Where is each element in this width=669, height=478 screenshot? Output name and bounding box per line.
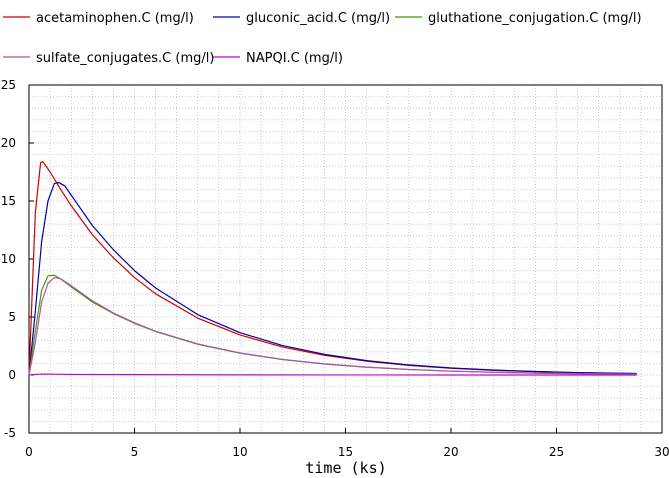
x-tick-label: 10	[232, 445, 247, 459]
legend-label-3: sulfate_conjugates.C (mg/l)	[36, 51, 214, 66]
series-line-3	[28, 276, 637, 376]
x-tick-label: 0	[25, 445, 33, 459]
series-line-4	[28, 373, 637, 376]
legend: acetaminophen.C (mg/l) gluconic_acid.C (m…	[3, 11, 642, 66]
y-tick-label: 25	[1, 78, 16, 92]
legend-label-0: acetaminophen.C (mg/l)	[36, 11, 194, 26]
grid	[29, 85, 662, 433]
legend-label-1: gluconic_acid.C (mg/l)	[246, 11, 390, 26]
series-lines	[28, 160, 637, 376]
x-tick-label: 5	[131, 445, 139, 459]
axis-ticks: 0 5 10 15 20 25 30 -5 0 5 10 15 20 25	[1, 78, 669, 459]
x-tick-label: 25	[549, 445, 564, 459]
x-axis-title: time (ks)	[305, 459, 386, 477]
y-tick-label: 20	[1, 136, 16, 150]
x-tick-label: 30	[654, 445, 669, 459]
legend-label-4: NAPQI.C (mg/l)	[246, 51, 343, 66]
legend-label-2: gluthatione_conjugation.C (mg/l)	[428, 11, 642, 26]
y-tick-label: 0	[8, 368, 16, 382]
y-tick-label: 5	[8, 310, 16, 324]
x-tick-label: 15	[338, 445, 353, 459]
series-line-1	[28, 181, 637, 376]
y-tick-label: -5	[4, 426, 16, 440]
y-tick-label: 10	[1, 252, 16, 266]
x-tick-label: 20	[443, 445, 458, 459]
y-tick-label: 15	[1, 194, 16, 208]
